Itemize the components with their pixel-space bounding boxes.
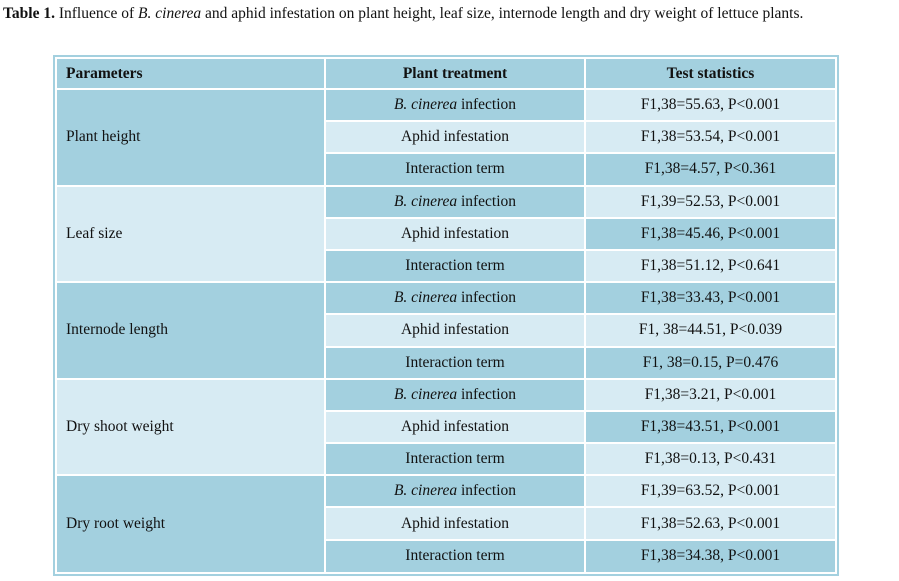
treatment-label: Aphid infestation [400,128,510,146]
results-table: Parameters Plant treatment Test statisti… [53,55,839,576]
treatment-suffix: infection [457,96,517,114]
treatment-cell: B. cinerea infection [326,476,584,507]
header-parameters: Parameters [57,59,324,88]
treatment-cell: Interaction term [326,250,584,282]
parameter-cell: Dry shoot weight [57,379,324,475]
statistic-cell: F1,38=52.63, P<0.001 [586,508,835,539]
statistic-cell: F1,38=3.21, P<0.001 [586,379,835,410]
treatment-cell: Interaction term [326,444,584,475]
statistic-cell: F1,38=55.63, P<0.001 [586,90,835,121]
table-row: Interaction term F1,38=51.12, P<0.641 [57,250,835,282]
caption-label: Table 1. [3,5,55,22]
parameter-cell: Leaf size [57,186,324,282]
treatment-cell: Aphid infestation [326,508,584,539]
treatment-label: Aphid infestation [400,417,510,435]
statistic-cell: F1,38=45.46, P<0.001 [586,218,835,249]
table-row: Aphid infestation F1,38=45.46, P<0.001 [57,218,835,249]
table-row: Interaction term F1,38=34.38, P<0.001 [57,540,835,572]
treatment-label: Interaction term [405,450,505,468]
treatment-label: Interaction term [405,353,505,371]
statistic-cell: F1,38=51.12, P<0.641 [586,250,835,282]
treatment-label: Aphid infestation [400,321,510,339]
treatment-label: Aphid infestation [400,224,510,242]
treatment-suffix: infection [457,289,517,307]
treatment-cell: Interaction term [326,154,584,185]
table-row: Aphid infestation F1,38=53.54, P<0.001 [57,122,835,153]
caption-text-1: Influence of [54,5,139,22]
treatment-species: B. cinerea [393,385,458,403]
treatment-cell: Aphid infestation [326,122,584,153]
table-row: Dry root weight B. cinerea infection F1,39… [57,476,835,572]
statistic-cell: F1,38=53.54, P<0.001 [586,122,835,153]
treatment-cell: B. cinerea infection [326,186,584,217]
treatment-species: B. cinerea [393,482,458,500]
table-caption: Table 1. Influence of B. cinerea and aph… [3,4,896,23]
treatment-cell: Aphid infestation [326,315,584,346]
table-row: Aphid infestation F1,38=43.51, P<0.001 [57,411,835,443]
parameter-cell: Internode length [57,283,324,378]
treatment-species: B. cinerea [393,192,458,210]
treatment-label: Aphid infestation [400,514,510,532]
treatment-suffix: infection [457,385,517,403]
caption-text-2: and aphid infestation on plant height, l… [201,5,804,22]
statistic-cell: F1, 38=0.15, P=0.476 [586,347,835,378]
statistic-cell: F1,38=0.13, P<0.431 [586,444,835,475]
treatment-label: Interaction term [405,160,505,178]
table-row: Plant height B. cinerea infection F1,38=55… [57,90,835,185]
treatment-suffix: infection [457,482,517,500]
header-treatment: Plant treatment [326,59,584,88]
table-body: Plant height B. cinerea infection F1,38=55… [57,90,835,572]
treatment-cell: B. cinerea infection [326,379,584,410]
table-row: Aphid infestation F1,38=52.63, P<0.001 [57,508,835,539]
statistic-cell: F1,39=52.53, P<0.001 [586,186,835,217]
parameter-cell: Plant height [57,90,324,185]
treatment-species: B. cinerea [393,289,458,307]
table-row: Leaf size B. cinerea infection F1,39=52.53… [57,186,835,282]
treatment-species: B. cinerea [393,96,458,114]
treatment-cell: Aphid infestation [326,218,584,249]
table-row: Interaction term F1,38=0.13, P<0.431 [57,444,835,475]
treatment-cell: B. cinerea infection [326,90,584,121]
treatment-cell: B. cinerea infection [326,283,584,314]
statistic-cell: F1, 38=44.51, P<0.039 [586,315,835,346]
statistic-cell: F1,38=34.38, P<0.001 [586,540,835,572]
statistic-cell: F1,38=33.43, P<0.001 [586,283,835,314]
treatment-cell: Interaction term [326,347,584,378]
treatment-label: Interaction term [405,547,505,565]
parameter-cell: Dry root weight [57,476,324,572]
treatment-label: Interaction term [405,257,505,275]
statistic-cell: F1,38=4.57, P<0.361 [586,154,835,185]
header-row: Parameters Plant treatment Test statisti… [57,59,835,88]
statistic-cell: F1,39=63.52, P<0.001 [586,476,835,507]
table-row: Internode length B. cinerea infection F1,3… [57,283,835,378]
treatment-cell: Interaction term [326,540,584,572]
statistic-cell: F1,38=43.51, P<0.001 [586,411,835,443]
table-row: Aphid infestation F1, 38=44.51, P<0.039 [57,315,835,346]
header-statistics: Test statistics [586,59,835,88]
treatment-cell: Aphid infestation [326,411,584,443]
caption-species: B. cinerea [138,5,202,22]
table-row: Interaction term F1, 38=0.15, P=0.476 [57,347,835,378]
treatment-suffix: infection [457,192,517,210]
table-row: Interaction term F1,38=4.57, P<0.361 [57,154,835,185]
table-row: Dry shoot weight B. cinerea infection F1,3… [57,379,835,475]
